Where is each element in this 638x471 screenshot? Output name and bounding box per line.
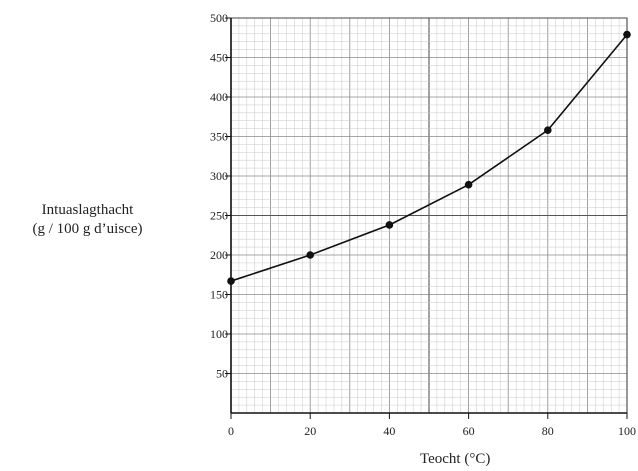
x-tick-label: 0 xyxy=(228,424,234,438)
x-tick-label: 60 xyxy=(463,424,475,438)
y-axis-label-line2: (g / 100 g d’uisce) xyxy=(32,221,143,237)
x-axis-label: Teocht (°C) xyxy=(420,451,491,467)
series xyxy=(227,30,631,285)
y-tick-label: 150 xyxy=(210,288,228,302)
x-tick-label: 20 xyxy=(304,424,316,438)
data-point xyxy=(623,30,631,39)
x-tick-label: 80 xyxy=(542,424,554,438)
axes xyxy=(225,17,628,419)
y-tick-label: 200 xyxy=(210,248,228,262)
x-tick-label: 100 xyxy=(618,424,636,438)
y-axis-label-line1: Intuaslagthacht xyxy=(41,202,134,218)
tick-labels: 50 100 150 200 250 300 350 400 450 500 0 20 40 60 80 10… xyxy=(210,11,636,438)
y-tick-label: 400 xyxy=(210,90,228,104)
y-tick-label: 50 xyxy=(216,367,228,381)
data-point xyxy=(227,277,235,285)
y-tick-label: 450 xyxy=(210,51,228,65)
series-line xyxy=(230,34,628,282)
y-tick-label: 250 xyxy=(210,209,228,223)
y-tick-label: 350 xyxy=(210,130,228,144)
data-point xyxy=(464,180,473,189)
data-point xyxy=(385,221,394,229)
data-point xyxy=(306,251,315,259)
grid xyxy=(230,17,628,414)
x-tick-label: 40 xyxy=(383,424,395,438)
data-point xyxy=(544,126,552,134)
y-tick-label: 500 xyxy=(210,11,228,25)
y-tick-label: 300 xyxy=(210,169,228,183)
y-tick-label: 100 xyxy=(210,327,228,341)
